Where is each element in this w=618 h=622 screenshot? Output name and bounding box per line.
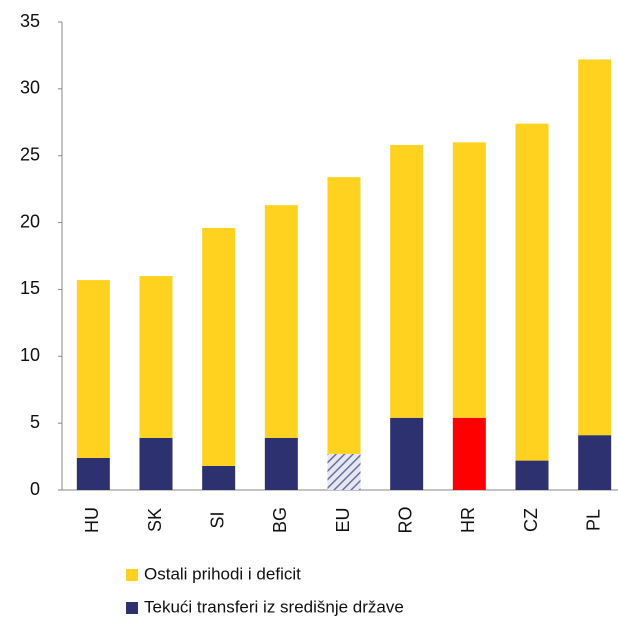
bar-segment xyxy=(139,437,173,490)
bar-segment xyxy=(76,280,110,458)
y-tick-label: 10 xyxy=(20,345,40,365)
bar-segment xyxy=(202,227,236,466)
x-tick-label: EU xyxy=(333,507,353,532)
y-tick-label: 0 xyxy=(30,479,40,499)
x-tick-label: SK xyxy=(145,508,165,532)
legend: Ostali prihodi i deficit Tekući transferi… xyxy=(126,564,404,616)
y-tick-label: 35 xyxy=(20,11,40,31)
legend-label: Tekući transferi iz središnje države xyxy=(144,597,404,616)
bar-segment xyxy=(452,142,486,418)
x-tick-label: HR xyxy=(458,507,478,533)
bar-segment xyxy=(327,453,361,490)
bar-segment xyxy=(264,205,298,438)
y-tick-label: 20 xyxy=(20,211,40,231)
legend-label: Ostali prihodi i deficit xyxy=(144,564,301,583)
bar-segment xyxy=(578,59,612,436)
bar-segment xyxy=(390,145,424,418)
bar-segment xyxy=(515,460,549,490)
legend-swatch xyxy=(126,569,138,581)
x-tick-label: SI xyxy=(207,511,227,528)
bar-segment xyxy=(139,276,173,438)
bar-segment xyxy=(264,437,298,490)
legend-swatch xyxy=(126,602,138,614)
bar-segment xyxy=(390,417,424,490)
bar-segment xyxy=(452,417,486,490)
x-tick-label: HU xyxy=(82,507,102,533)
x-tick-label: RO xyxy=(395,507,415,534)
x-tick-label: PL xyxy=(583,509,603,531)
bar-segment xyxy=(76,457,110,490)
x-tick-label: CZ xyxy=(521,508,541,532)
y-tick-label: 25 xyxy=(20,144,40,164)
x-tick-label: BG xyxy=(270,507,290,533)
bar-segment xyxy=(578,435,612,490)
y-tick-label: 15 xyxy=(20,278,40,298)
bar-segment xyxy=(327,177,361,454)
y-tick-label: 5 xyxy=(30,412,40,432)
y-tick-label: 30 xyxy=(20,78,40,98)
bar-segment xyxy=(515,123,549,461)
bar-segment xyxy=(202,465,236,490)
